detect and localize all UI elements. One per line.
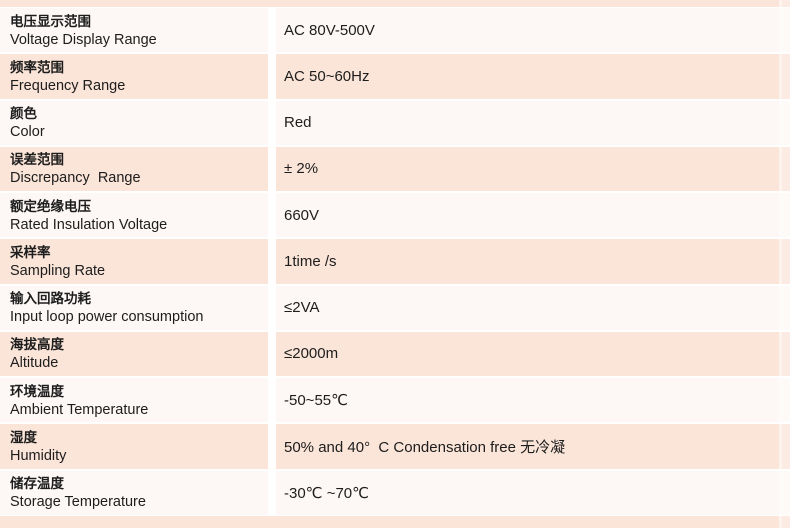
row-label: 频率范围 Frequency Range: [0, 54, 268, 99]
row-label-en: Color: [10, 124, 45, 141]
row-label-zh: 环境温度: [10, 383, 64, 399]
row-label-en: Humidity: [10, 448, 67, 465]
row-value: -30℃ ~70℃: [276, 470, 790, 515]
table-row: 电压显示范围 Voltage Display Range AC 80V-500V: [0, 8, 790, 53]
column-divider: [268, 147, 276, 191]
row-label-zh: 输入回路功耗: [10, 291, 91, 307]
row-label-zh: 湿度: [10, 430, 37, 446]
table-row: 颜色 Color Red: [0, 100, 790, 145]
row-label-en: Storage Temperature: [10, 494, 146, 511]
row-label-zh: 误差范围: [10, 152, 64, 168]
table-row: 环境温度 Ambient Temperature -50~55℃: [0, 378, 790, 423]
column-divider: [268, 193, 276, 237]
row-value: -50~55℃: [276, 378, 790, 423]
row-value: ≤2000m: [276, 331, 790, 377]
row-label: 电压显示范围 Voltage Display Range: [0, 8, 268, 53]
row-label-en: Rated Insulation Voltage: [10, 216, 168, 233]
row-label: 海拔高度 Altitude: [0, 331, 268, 377]
row-label-en: Ambient Temperature: [10, 401, 149, 418]
row-label: 误差范围 Discrepancy Range: [0, 146, 268, 192]
row-label: 额定绝缘电压 Rated Insulation Voltage: [0, 193, 268, 238]
column-divider: [268, 378, 276, 422]
table-top-strip: [0, 0, 790, 7]
column-divider: [268, 286, 276, 330]
row-value: Red: [276, 100, 790, 145]
row-label-zh: 采样率: [10, 244, 51, 260]
row-label-en: Altitude: [10, 355, 59, 372]
row-label-zh: 海拔高度: [10, 337, 64, 353]
column-divider: [268, 101, 276, 145]
table-bottom-strip: [0, 516, 790, 528]
table-row: 海拔高度 Altitude ≤2000m: [0, 331, 790, 377]
row-label: 输入回路功耗 Input loop power consumption: [0, 285, 268, 330]
column-divider: [268, 424, 276, 468]
row-label-en: Discrepancy Range: [10, 170, 141, 187]
row-label: 颜色 Color: [0, 100, 268, 145]
row-value: 50% and 40° C Condensation free 无冷凝: [276, 424, 790, 469]
row-value: AC 50~60Hz: [276, 54, 790, 99]
row-label-zh: 电压显示范围: [10, 13, 91, 29]
column-divider: [268, 8, 276, 52]
row-value: ± 2%: [276, 146, 790, 192]
table-row: 湿度 Humidity 50% and 40° C Condensation f…: [0, 424, 790, 469]
row-value: ≤2VA: [276, 285, 790, 330]
row-value: 1time /s: [276, 239, 790, 284]
spec-rows: 电压显示范围 Voltage Display Range AC 80V-500V…: [0, 7, 790, 516]
table-row: 误差范围 Discrepancy Range ± 2%: [0, 146, 790, 192]
column-divider: [268, 54, 276, 98]
row-value: 660V: [276, 193, 790, 238]
table-row: 频率范围 Frequency Range AC 50~60Hz: [0, 54, 790, 99]
row-label-en: Voltage Display Range: [10, 31, 157, 48]
table-row: 输入回路功耗 Input loop power consumption ≤2VA: [0, 285, 790, 330]
table-row: 储存温度 Storage Temperature -30℃ ~70℃: [0, 470, 790, 515]
row-label-zh: 颜色: [10, 106, 37, 122]
column-divider: [268, 239, 276, 283]
row-label: 环境温度 Ambient Temperature: [0, 378, 268, 423]
table-row: 额定绝缘电压 Rated Insulation Voltage 660V: [0, 193, 790, 238]
row-label-zh: 频率范围: [10, 59, 64, 75]
row-label-en: Input loop power consumption: [10, 309, 204, 326]
column-divider: [268, 471, 276, 515]
row-label-en: Sampling Rate: [10, 262, 106, 279]
row-label: 储存温度 Storage Temperature: [0, 470, 268, 515]
row-label: 采样率 Sampling Rate: [0, 239, 268, 284]
row-label: 湿度 Humidity: [0, 424, 268, 469]
row-label-zh: 额定绝缘电压: [10, 198, 91, 214]
row-label-en: Frequency Range: [10, 77, 126, 94]
column-divider: [268, 332, 276, 376]
row-value: AC 80V-500V: [276, 8, 790, 53]
row-label-zh: 储存温度: [10, 476, 64, 492]
table-row: 采样率 Sampling Rate 1time /s: [0, 239, 790, 284]
